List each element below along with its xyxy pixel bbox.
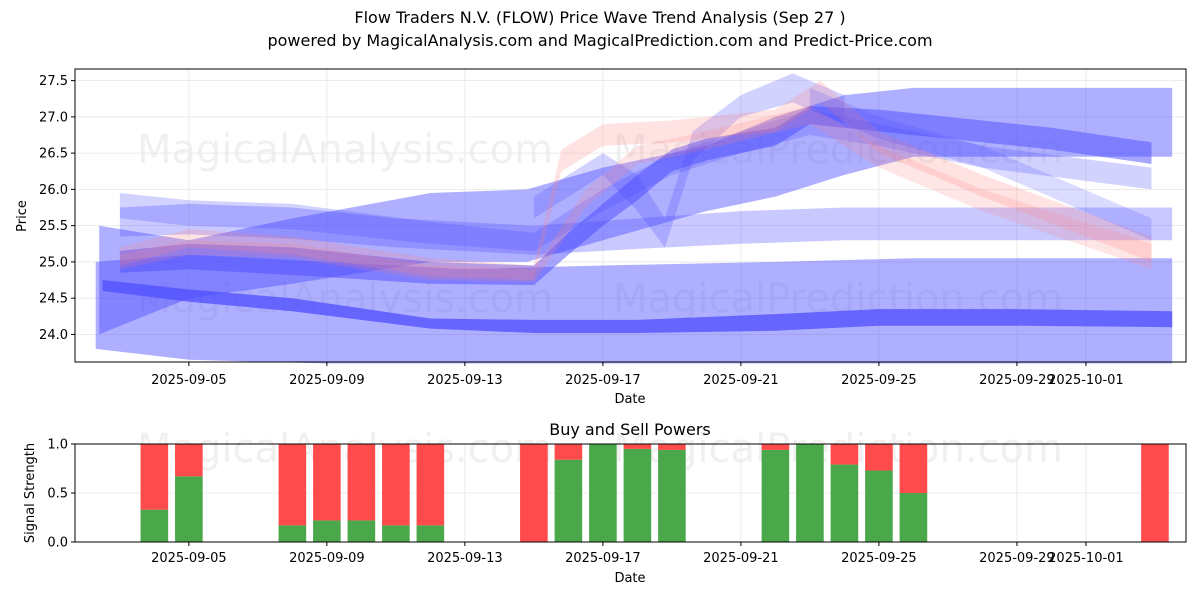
signal-x-tick-label: 2025-09-17 bbox=[565, 551, 641, 566]
signal-x-tick-label: 2025-09-05 bbox=[151, 551, 227, 566]
price-waves bbox=[95, 73, 1173, 364]
chart-title: Flow Traders N.V. (FLOW) Price Wave Tren… bbox=[354, 8, 846, 27]
buy-bar bbox=[416, 525, 445, 542]
wave-band-wave-red-2 bbox=[119, 106, 1152, 283]
signal-x-axis-label: Date bbox=[614, 571, 645, 586]
wave-band-wave-dip-light bbox=[533, 73, 845, 248]
wave-band-wave-low-thick bbox=[102, 280, 1173, 333]
buy-bar bbox=[761, 449, 790, 542]
sell-bar bbox=[313, 444, 341, 521]
price-panel: 24.0 24.5 25.0 25.5 26.0 26.5 27.0 27.5 2025-09… bbox=[15, 68, 1187, 407]
price-y-axis-label: Price bbox=[15, 200, 30, 232]
price-y-tick-label: 25.0 bbox=[39, 255, 68, 270]
watermark-text: MagicalAnalysis.com bbox=[137, 426, 553, 472]
sell-bar bbox=[899, 444, 928, 493]
price-y-tick-label: 26.5 bbox=[39, 147, 68, 162]
sell-bar bbox=[865, 444, 893, 471]
price-x-tick-label: 2025-09-25 bbox=[841, 373, 917, 388]
buy-bar bbox=[796, 444, 824, 542]
buy-bar bbox=[313, 520, 341, 542]
buy-bar bbox=[865, 470, 893, 542]
sell-bar bbox=[658, 444, 686, 450]
signal-x-tick-label: 2025-09-09 bbox=[289, 551, 365, 566]
price-y-tick-label: 27.5 bbox=[39, 74, 68, 89]
sell-bar bbox=[623, 444, 652, 449]
signal-y-axis-label: Signal Strength bbox=[23, 443, 38, 543]
sell-bar bbox=[140, 444, 169, 510]
price-x-tick-label: 2025-09-09 bbox=[289, 373, 365, 388]
wave-band-wave-diag-up bbox=[99, 87, 1173, 335]
buy-bar bbox=[140, 509, 169, 542]
wave-band-wave-red-1 bbox=[119, 80, 1152, 280]
buy-bar bbox=[830, 464, 859, 542]
signal-x-tick-label: 2025-09-21 bbox=[703, 551, 779, 566]
price-y-tick-label: 26.0 bbox=[39, 183, 68, 198]
price-axes-frame bbox=[74, 68, 1187, 363]
signal-x-tick-label: 2025-09-13 bbox=[427, 551, 503, 566]
buy-bar bbox=[382, 525, 410, 542]
sell-bar bbox=[347, 444, 376, 521]
wave-band-wave-mid-main bbox=[119, 106, 1152, 286]
buy-bar bbox=[175, 476, 203, 542]
signal-y-tick-label: 0.0 bbox=[47, 536, 68, 551]
buy-bar bbox=[899, 493, 928, 542]
signal-panel: Buy and Sell Powers 0.0 0.5 1.0 2025-09-05… bbox=[23, 420, 1187, 586]
buy-bar bbox=[347, 520, 376, 542]
price-grid bbox=[75, 69, 1186, 362]
wave-band-wave-mid-light bbox=[119, 109, 1152, 251]
price-x-tick-label: 2025-09-13 bbox=[427, 373, 503, 388]
price-x-tick-label: 2025-09-17 bbox=[565, 373, 641, 388]
signal-bars bbox=[140, 444, 1169, 542]
sell-bar bbox=[1141, 444, 1169, 542]
price-x-tick-label: 2025-10-01 bbox=[1048, 373, 1124, 388]
price-y-tick-label: 24.0 bbox=[39, 328, 68, 343]
sell-bar bbox=[382, 444, 410, 526]
signal-y-ticks: 0.0 0.5 1.0 bbox=[47, 438, 75, 551]
signal-x-tick-label: 2025-09-25 bbox=[841, 551, 917, 566]
wave-band-wave-wide-low bbox=[95, 254, 1173, 364]
signal-y-tick-label: 0.5 bbox=[47, 487, 68, 502]
sell-bar bbox=[175, 444, 203, 477]
signal-x-ticks: 2025-09-05 2025-09-09 2025-09-13 2025-09-17… bbox=[151, 542, 1124, 566]
price-x-tick-label: 2025-09-05 bbox=[151, 373, 227, 388]
signal-panel-title: Buy and Sell Powers bbox=[549, 420, 711, 439]
wave-band-wave-blue-tail bbox=[809, 87, 1152, 241]
price-x-ticks: 2025-09-05 2025-09-09 2025-09-13 2025-09-17… bbox=[151, 362, 1124, 388]
buy-bar bbox=[658, 449, 686, 542]
sell-bar bbox=[761, 444, 790, 450]
sell-bar bbox=[278, 444, 307, 526]
sell-bar bbox=[554, 444, 583, 460]
price-y-ticks: 24.0 24.5 25.0 25.5 26.0 26.5 27.0 27.5 bbox=[39, 74, 75, 343]
buy-bar bbox=[554, 459, 583, 542]
price-y-tick-label: 25.5 bbox=[39, 219, 68, 234]
sell-bar bbox=[520, 444, 548, 542]
signal-x-tick-label: 2025-10-01 bbox=[1048, 551, 1124, 566]
sell-bar bbox=[830, 444, 859, 465]
price-x-axis-label: Date bbox=[614, 392, 645, 407]
watermark-text: MagicalAnalysis.com bbox=[137, 127, 553, 173]
signal-x-tick-label: 2025-09-29 bbox=[979, 551, 1055, 566]
buy-bar bbox=[589, 444, 617, 542]
wave-band-wave-flat-upper bbox=[119, 203, 1173, 255]
signal-y-tick-label: 1.0 bbox=[47, 438, 68, 453]
chart-subtitle: powered by MagicalAnalysis.com and Magic… bbox=[267, 31, 933, 50]
sell-bar bbox=[416, 444, 445, 526]
price-x-tick-label: 2025-09-21 bbox=[703, 373, 779, 388]
price-x-tick-label: 2025-09-29 bbox=[979, 373, 1055, 388]
price-y-tick-label: 27.0 bbox=[39, 110, 68, 125]
buy-bar bbox=[278, 525, 307, 542]
price-y-tick-label: 24.5 bbox=[39, 292, 68, 307]
buy-bar bbox=[623, 448, 652, 542]
